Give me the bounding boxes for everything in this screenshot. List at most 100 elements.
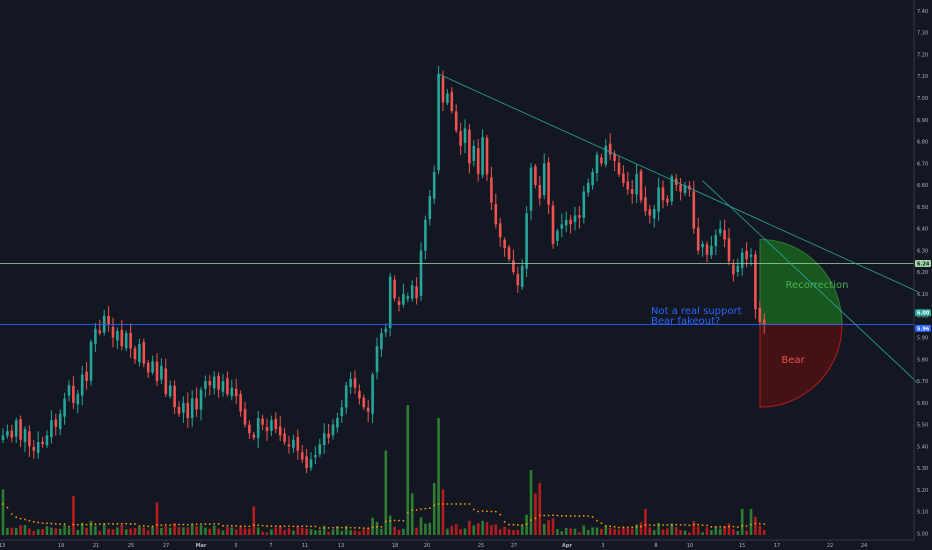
volume-bar [740,509,744,535]
volume-bar [107,528,110,535]
volume-bar [371,517,374,535]
volume-ma-point [706,524,708,527]
volume-ma-point [389,519,392,522]
volume-bar [182,527,185,535]
candle-body [415,286,418,299]
price-tick-label: 5.30 [917,466,928,472]
volume-bar [155,502,159,535]
volume-bar [622,526,625,535]
volume-bar [494,524,498,535]
candle-body [217,375,220,390]
time-tick-label: 7 [269,543,272,549]
candle-body [463,128,467,143]
volume-bar [261,531,264,535]
candle-body [94,328,97,344]
volume-bar [270,529,273,535]
time-tick-label: 13 [338,543,344,549]
price-tick-label: 5.20 [917,488,928,494]
candle-body [600,157,603,164]
trendline[interactable] [438,73,919,293]
volume-bar [173,523,176,535]
volume-ma-point [384,520,387,523]
volume-ma-point [745,525,748,527]
candle-body [754,254,757,310]
candle-body [23,428,27,442]
candle-body [402,293,405,305]
volume-bar [230,527,234,535]
price-badge-label: 6.24 [917,261,930,267]
volume-bar [314,530,317,535]
volume-bars [1,405,766,535]
price-tick-label: 7.00 [917,96,928,102]
bear-zone-label: Bear [781,355,805,366]
candle-body [406,296,410,299]
volume-ma-point [556,514,559,517]
volume-bar [296,526,300,535]
volume-ma-point [600,522,603,525]
volume-ma-point [754,522,757,525]
volume-ma-point [248,525,251,528]
candle-body [182,402,185,413]
volume-bar [239,526,242,535]
candle-body [309,459,313,468]
volume-ma-point [134,523,136,525]
annotations: Not a real support Bear fakeout? [651,306,742,327]
trendline[interactable] [702,180,919,384]
volume-bar [406,405,410,535]
candle-body [736,265,740,272]
candle-body [516,273,520,286]
volume-bar [503,526,506,535]
candle-body [556,230,559,241]
price-axis[interactable]: 5.00 5.10 5.20 5.30 5.40 5.50 5.60 5.70 5.80 5.90… [913,0,928,540]
candle-body [366,407,370,412]
candle-body [476,148,480,175]
time-tick-label: 8 [654,543,657,549]
volume-bar [586,530,590,535]
volume-ma-point [455,503,458,505]
time-axis[interactable]: 13 19 21 25 27 Mar 5 7 11 13 18 20 25 27 Apr 3 8 10 15 17 22… [0,539,914,549]
volume-bar [520,525,524,535]
volume-ma-point [552,514,554,517]
price-tick-label: 6.40 [917,227,928,233]
volume-bar [393,526,396,535]
candle-body [331,424,335,436]
price-tick-label: 5.70 [917,379,928,385]
candle-body [679,184,682,192]
candle-body [727,238,731,262]
volume-bar [85,527,88,535]
candle-body [204,381,207,389]
volume-ma-point [301,525,304,528]
volume-ma-point [560,515,563,517]
volume-bar [657,522,660,535]
price-tick-label: 6.30 [917,248,928,254]
volume-bar [14,527,18,535]
price-badge-label: 6.00 [917,311,930,317]
time-tick-label: 27 [511,543,517,549]
candle-body [349,378,352,388]
volume-bar [723,526,726,535]
candle-body [758,307,762,323]
candle-body [718,228,722,234]
candle-body [129,332,132,349]
volume-bar [582,525,586,535]
volume-bar [441,489,445,535]
volume-ma-point [222,524,224,527]
candle-body [644,197,647,212]
volume-bar [454,524,458,535]
volume-ma-point [19,517,22,520]
volume-bar [67,528,71,535]
volume-ma-point [675,523,678,526]
candle-body [542,163,546,196]
volume-bar [41,528,44,535]
candle-body [239,394,242,412]
volume-bar [569,528,572,535]
volume-bar [463,528,467,535]
volume-ma-point [380,525,383,528]
volume-bar [204,527,207,535]
volume-ma-point [741,525,744,527]
candle-body [300,452,304,460]
volume-bar [94,525,97,535]
candle-body [630,188,634,194]
volume-bar [630,528,634,535]
